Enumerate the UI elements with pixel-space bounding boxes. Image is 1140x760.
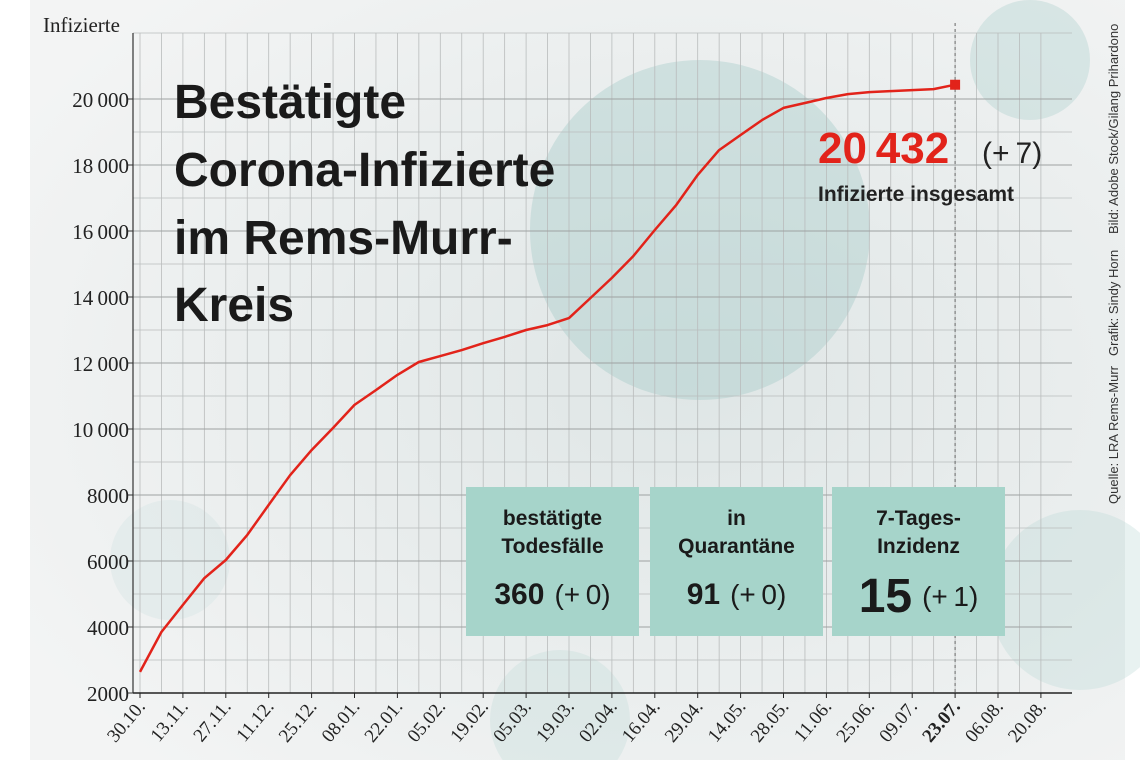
credits: Bild: Adobe Stock/Gilang Prihardono Graf… xyxy=(1106,24,1121,504)
y-tick-label: 10 000 xyxy=(72,418,129,442)
info-box-change: (+ 0) xyxy=(730,579,786,610)
total-value: 20 432 xyxy=(818,124,949,173)
total-caption: Infizierte insgesamt xyxy=(818,183,1014,206)
info-box-value: 91 xyxy=(687,578,720,611)
credit: Grafik: Sindy Horn xyxy=(1106,250,1121,356)
y-tick-label: 20 000 xyxy=(72,88,129,112)
y-tick-label: 2000 xyxy=(87,682,129,706)
credit: Quelle: LRA Rems-Murr xyxy=(1106,365,1121,504)
info-box-label: bestätigte xyxy=(503,507,602,530)
info-box-change: (+ 1) xyxy=(922,581,978,612)
info-box-change: (+ 0) xyxy=(554,579,610,610)
info-box-label: 7-Tages- xyxy=(876,507,961,530)
credit: Bild: Adobe Stock/Gilang Prihardono xyxy=(1106,24,1121,234)
y-tick-label: 8000 xyxy=(87,484,129,508)
info-box-label: Todesfälle xyxy=(501,535,603,558)
title-line: Corona-Infizierte xyxy=(174,144,555,197)
info-box-label: Inzidenz xyxy=(877,535,960,558)
info-box: 7-Tages- Inzidenz 15 (+ 1) xyxy=(832,487,1005,636)
info-boxes: bestätigte Todesfälle 360 (+ 0) in Quarantäne… xyxy=(466,487,1005,636)
title-line: Bestätigte xyxy=(174,76,406,129)
y-tick-label: 14 000 xyxy=(72,286,129,310)
info-box-value: 360 xyxy=(494,578,544,611)
y-tick-label: 4000 xyxy=(87,616,129,640)
end-marker xyxy=(950,79,961,90)
info-box-bg xyxy=(466,487,639,636)
info-box: in Quarantäne 91 (+ 0) xyxy=(650,487,823,636)
grid: 2000 4000 6000 8000 10 000 12 000 14 000 16 000… xyxy=(72,32,1072,706)
title-line: Kreis xyxy=(174,279,294,332)
info-box-label: in xyxy=(727,507,746,530)
info-box-label: Quarantäne xyxy=(678,535,795,558)
y-tick-label: 18 000 xyxy=(72,154,129,178)
title-line: im Rems-Murr- xyxy=(174,212,513,265)
total-change: (+ 7) xyxy=(982,137,1042,170)
y-axis-label: Infizierte xyxy=(43,13,120,37)
y-tick-label: 6000 xyxy=(87,550,129,574)
chart-title: Bestätigte Corona-Infizierte im Rems-Mur… xyxy=(174,76,555,332)
info-box: bestätigte Todesfälle 360 (+ 0) xyxy=(466,487,639,636)
y-tick-label: 16 000 xyxy=(72,220,129,244)
y-tick-label: 12 000 xyxy=(72,352,129,376)
info-box-value: 15 xyxy=(859,570,912,623)
line xyxy=(138,83,956,673)
info-box-bg xyxy=(832,487,1005,636)
info-box-bg xyxy=(650,487,823,636)
